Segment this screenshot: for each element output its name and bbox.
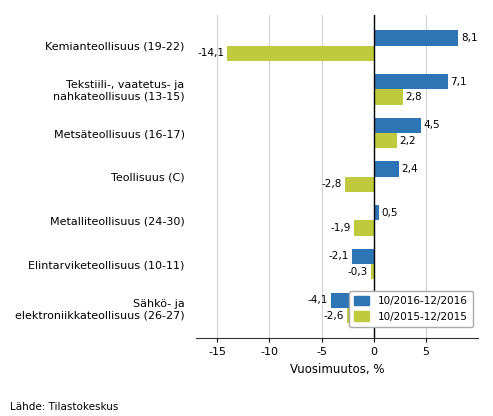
Text: 7,1: 7,1	[451, 77, 467, 87]
Text: 4,5: 4,5	[423, 120, 440, 130]
Legend: 10/2016-12/2016, 10/2015-12/2015: 10/2016-12/2016, 10/2015-12/2015	[349, 291, 473, 327]
Text: -2,1: -2,1	[329, 252, 349, 262]
Text: -0,3: -0,3	[348, 267, 368, 277]
Bar	[374, 30, 458, 46]
Bar	[374, 118, 421, 133]
Bar	[227, 46, 374, 61]
Bar	[374, 133, 397, 149]
X-axis label: Vuosimuutos, %: Vuosimuutos, %	[290, 363, 385, 376]
Bar	[331, 292, 374, 308]
Bar	[352, 249, 374, 264]
Bar	[354, 220, 374, 236]
Bar	[371, 264, 374, 280]
Text: 2,4: 2,4	[401, 164, 418, 174]
Text: -2,8: -2,8	[321, 179, 342, 189]
Bar	[374, 89, 403, 104]
Text: 2,8: 2,8	[406, 92, 422, 102]
Bar	[347, 308, 374, 323]
Bar	[374, 161, 399, 177]
Bar	[374, 74, 448, 89]
Bar	[345, 177, 374, 192]
Text: 8,1: 8,1	[461, 33, 477, 43]
Text: -1,9: -1,9	[331, 223, 352, 233]
Text: -2,6: -2,6	[323, 310, 344, 320]
Text: -14,1: -14,1	[197, 48, 224, 58]
Text: -4,1: -4,1	[308, 295, 328, 305]
Text: 2,2: 2,2	[399, 136, 416, 146]
Bar	[374, 205, 379, 220]
Text: 0,5: 0,5	[382, 208, 398, 218]
Text: Lähde: Tilastokeskus: Lähde: Tilastokeskus	[10, 402, 118, 412]
